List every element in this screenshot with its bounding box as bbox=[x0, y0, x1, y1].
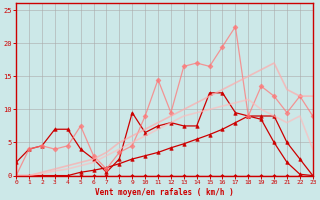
X-axis label: Vent moyen/en rafales ( km/h ): Vent moyen/en rafales ( km/h ) bbox=[95, 188, 234, 197]
